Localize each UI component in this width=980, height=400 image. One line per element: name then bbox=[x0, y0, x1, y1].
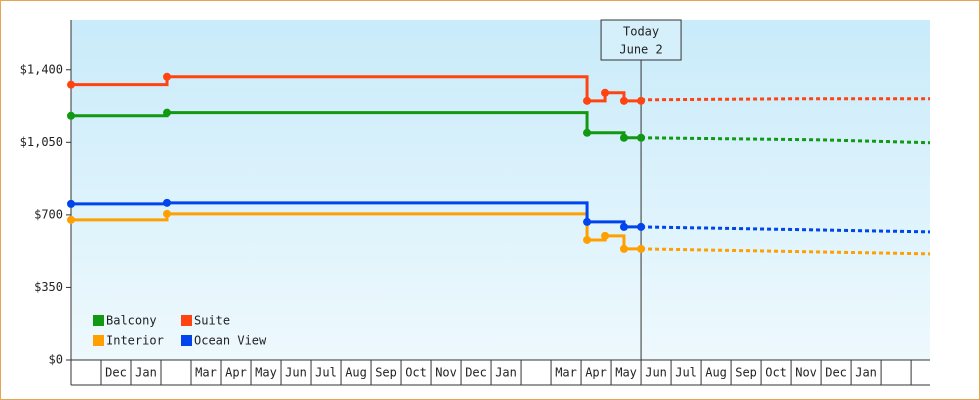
x-tick-label: Aug bbox=[705, 366, 727, 380]
forecast-line bbox=[641, 225, 931, 234]
x-tick-label: Jul bbox=[315, 366, 337, 380]
y-tick-label: $1,400 bbox=[20, 62, 63, 76]
price-point bbox=[163, 209, 172, 218]
x-tick-label: Sep bbox=[375, 366, 397, 380]
price-point bbox=[67, 80, 75, 89]
y-tick-label: $0 bbox=[49, 353, 63, 367]
legend-swatch bbox=[181, 335, 192, 346]
legend-swatch bbox=[93, 315, 104, 326]
price-point bbox=[619, 244, 628, 253]
y-tick-label: $1,050 bbox=[20, 135, 63, 149]
price-point bbox=[583, 96, 592, 105]
legend-label: Balcony bbox=[106, 314, 157, 328]
legend-swatch bbox=[181, 315, 192, 326]
price-point bbox=[637, 96, 646, 105]
x-tick-label: Sep bbox=[735, 366, 757, 380]
y-tick-label: $350 bbox=[34, 280, 63, 294]
price-point bbox=[637, 222, 646, 231]
price-point bbox=[619, 133, 628, 142]
x-tick-label: Nov bbox=[795, 366, 817, 380]
price-point bbox=[163, 72, 172, 81]
legend-label: Interior bbox=[106, 334, 164, 348]
y-tick-label: $700 bbox=[34, 207, 63, 221]
x-tick-label: Dec bbox=[105, 366, 127, 380]
plot-area bbox=[71, 20, 930, 360]
price-point bbox=[163, 108, 172, 117]
price-point bbox=[67, 199, 75, 208]
price-point bbox=[601, 231, 610, 240]
x-tick-label: Jan bbox=[855, 366, 877, 380]
x-tick-label: Dec bbox=[465, 366, 487, 380]
x-tick-label: Jan bbox=[135, 366, 157, 380]
price-point bbox=[619, 222, 628, 231]
x-tick-label: Mar bbox=[195, 366, 217, 380]
price-point bbox=[67, 215, 75, 224]
x-tick-label: Oct bbox=[765, 366, 787, 380]
x-tick-label: Oct bbox=[405, 366, 427, 380]
x-tick-label: Apr bbox=[225, 366, 247, 380]
x-tick-label: Jan bbox=[495, 366, 517, 380]
forecast-line bbox=[641, 247, 931, 256]
forecast-line bbox=[641, 97, 930, 102]
price-point bbox=[583, 128, 592, 137]
price-point bbox=[637, 244, 646, 253]
price-point bbox=[601, 88, 610, 97]
price-point bbox=[583, 217, 592, 226]
x-tick-label: May bbox=[615, 366, 637, 380]
x-tick-label: May bbox=[255, 366, 277, 380]
legend-label: Suite bbox=[194, 314, 230, 328]
price-point bbox=[67, 111, 75, 120]
legend-label: Ocean View bbox=[194, 334, 267, 348]
legend-swatch bbox=[93, 335, 104, 346]
price-point bbox=[637, 133, 646, 142]
x-tick-label: Mar bbox=[555, 366, 577, 380]
price-point bbox=[619, 96, 628, 105]
today-date: June 2 bbox=[619, 43, 662, 57]
x-tick-label: Apr bbox=[585, 366, 607, 380]
x-tick-label: Dec bbox=[825, 366, 847, 380]
x-tick-label: Jun bbox=[645, 366, 667, 380]
price-point bbox=[163, 198, 172, 207]
price-point bbox=[583, 235, 592, 244]
today-box bbox=[600, 19, 682, 61]
today-label: Today bbox=[623, 25, 659, 39]
x-tick-label: Jun bbox=[285, 366, 307, 380]
x-tick-label: Jul bbox=[675, 366, 697, 380]
forecast-line bbox=[641, 136, 931, 145]
x-tick-label: Aug bbox=[345, 366, 367, 380]
x-tick-label: Nov bbox=[435, 366, 457, 380]
